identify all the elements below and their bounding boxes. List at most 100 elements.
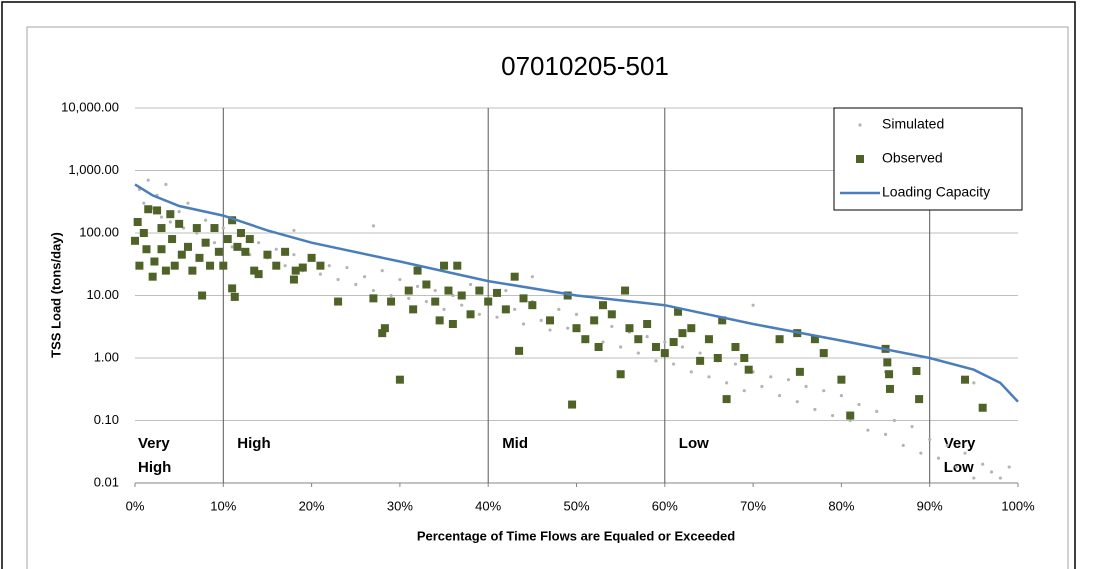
simulated-point — [407, 296, 411, 300]
observed-point — [170, 261, 179, 270]
observed-point — [634, 335, 643, 344]
simulated-point — [786, 378, 791, 382]
observed-point — [413, 266, 422, 275]
simulated-point — [371, 224, 376, 228]
observed-point — [150, 257, 159, 266]
observed-point — [837, 375, 846, 384]
observed-point — [422, 280, 431, 289]
simulated-point — [212, 241, 217, 245]
y-tick-label: 1,000.00 — [68, 162, 119, 177]
observed-point — [188, 266, 197, 275]
observed-point — [731, 342, 740, 351]
simulated-point — [954, 465, 958, 469]
y-tick-label: 0.10 — [94, 412, 119, 427]
simulated-point — [327, 264, 331, 268]
simulated-point — [698, 351, 702, 355]
simulated-point — [619, 345, 623, 349]
x-tick-label: 90% — [917, 498, 943, 513]
simulated-point — [848, 418, 852, 423]
observed-point — [166, 210, 175, 219]
observed-point — [409, 305, 418, 314]
simulated-point — [680, 345, 685, 349]
observed-point — [651, 342, 660, 351]
observed-point — [885, 370, 894, 379]
observed-point — [183, 242, 192, 251]
observed-point — [669, 338, 678, 347]
chart-title: 07010205-501 — [501, 51, 669, 81]
observed-point — [795, 367, 804, 376]
simulated-point — [866, 428, 870, 432]
simulated-point — [539, 318, 543, 322]
zone-label: High — [237, 435, 270, 452]
simulated-point — [566, 326, 570, 330]
chart-frame — [26, 26, 1069, 569]
y-tick-label: 0.01 — [94, 474, 119, 489]
observed-point — [250, 266, 259, 275]
observed-point — [201, 238, 210, 247]
observed-point — [846, 411, 855, 420]
zone-label: Very — [138, 435, 170, 452]
observed-point — [607, 310, 616, 319]
simulated-point — [795, 400, 799, 404]
y-tick-label: 10,000.00 — [61, 99, 119, 114]
x-tick-label: 40% — [475, 498, 501, 513]
simulated-point — [945, 443, 949, 447]
observed-point — [678, 329, 687, 338]
observed-point — [241, 247, 250, 256]
simulated-point — [195, 231, 199, 235]
x-tick-label: 70% — [740, 498, 766, 513]
simulated-point — [689, 370, 693, 374]
y-axis-label: TSS Load (tons/day) — [48, 232, 63, 358]
observed-point — [704, 335, 713, 344]
simulated-point — [398, 277, 402, 282]
observed-point — [153, 206, 162, 215]
simulated-point — [972, 476, 976, 480]
observed-point — [254, 270, 263, 279]
observed-point — [214, 247, 223, 256]
observed-point — [316, 261, 325, 270]
simulated-point — [601, 340, 605, 344]
simulated-point — [725, 381, 729, 385]
observed-point — [978, 403, 987, 412]
observed-point — [334, 297, 343, 306]
simulated-point — [574, 312, 579, 316]
simulated-point — [257, 241, 261, 245]
x-tick-label: 10% — [210, 498, 236, 513]
observed-point — [272, 261, 281, 270]
observed-point — [291, 266, 300, 275]
legend-symbol — [858, 123, 862, 127]
observed-point — [493, 288, 502, 297]
x-tick-label: 100% — [1001, 498, 1035, 513]
observed-point — [157, 245, 166, 254]
observed-point — [510, 272, 519, 281]
observed-point — [885, 384, 894, 393]
observed-point — [687, 324, 696, 333]
observed-point — [519, 294, 528, 303]
observed-point — [674, 307, 683, 316]
observed-point — [219, 261, 228, 270]
simulated-point — [168, 220, 172, 224]
simulated-point — [910, 424, 914, 429]
observed-point — [281, 247, 290, 256]
simulated-point — [495, 315, 499, 319]
simulated-point — [389, 293, 393, 298]
observed-point — [563, 291, 572, 300]
observed-point — [740, 354, 749, 362]
simulated-point — [645, 334, 649, 339]
simulated-point — [672, 362, 676, 366]
simulated-point — [875, 409, 879, 413]
simulated-point — [936, 456, 941, 460]
observed-point — [775, 335, 784, 344]
observed-point — [236, 229, 245, 237]
observed-point — [528, 301, 537, 310]
observed-point — [819, 349, 828, 358]
simulated-point — [221, 226, 225, 230]
legend-symbol — [856, 155, 864, 163]
simulated-point — [857, 402, 861, 407]
observed-point — [168, 235, 177, 244]
simulated-point — [1007, 465, 1011, 469]
observed-point — [568, 400, 577, 409]
observed-point — [289, 275, 298, 284]
simulated-point — [777, 394, 782, 398]
